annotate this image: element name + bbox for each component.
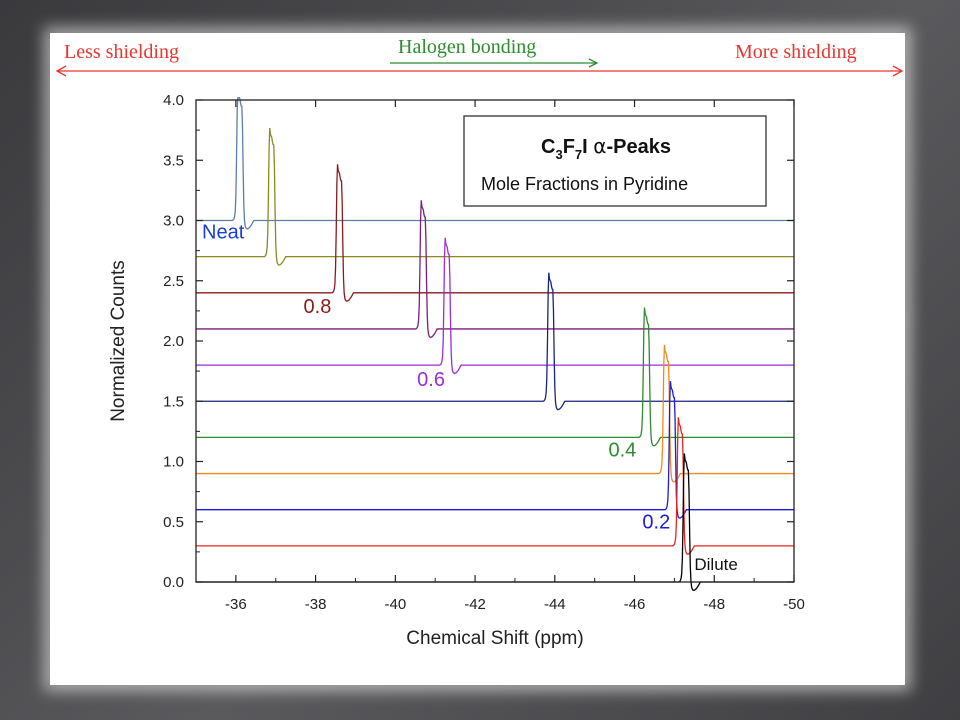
series-line	[196, 200, 794, 338]
series-label: 0.2	[642, 512, 670, 534]
series-label: Neat	[202, 222, 245, 244]
legend-title-part: C	[541, 136, 555, 158]
legend-frame	[463, 115, 767, 207]
series-label: 0.8	[304, 296, 332, 318]
y-tick-label: 3.0	[163, 213, 184, 230]
legend-title-part: 7	[575, 147, 582, 162]
legend-box: C3F7I α-Peaks Mole Fractions in Pyridine	[463, 115, 767, 207]
y-tick-label: 4.0	[163, 92, 184, 109]
series-line	[196, 237, 794, 375]
x-tick-label: -50	[783, 596, 805, 613]
y-tick-label: 0.5	[163, 514, 184, 531]
series-line	[196, 381, 794, 519]
axis-layer: -36 -38 -40 -42 -44 -46 -48 -50 0.0 0.5 1.0 1.5 2.0 2…	[163, 92, 805, 613]
less-shielding-label: Less shielding	[64, 41, 179, 63]
y-tick-label: 1.0	[163, 454, 184, 471]
series-line	[196, 164, 794, 302]
series-line	[196, 128, 794, 266]
series-line	[196, 307, 794, 447]
series-label: 0.6	[417, 369, 445, 391]
legend-title-part: I	[582, 136, 593, 158]
x-tick-label: -44	[544, 596, 566, 613]
y-tick-label: 2.5	[163, 273, 184, 290]
halogen-bonding-arrow	[390, 58, 599, 68]
legend-title-part: -Peaks	[606, 136, 671, 158]
x-tick-label: -36	[225, 596, 247, 613]
series-label: 0.4	[608, 439, 636, 461]
series-label: Dilute	[694, 555, 737, 574]
series-label-layer: Neat 0.8 0.6 0.4 0.2 Dilute	[202, 222, 738, 575]
shielding-arrow	[55, 65, 904, 77]
legend-title: C3F7I α-Peaks	[541, 134, 671, 162]
x-axis-label: Chemical Shift (ppm)	[406, 628, 583, 649]
x-tick-label: -48	[703, 596, 725, 613]
series-line	[196, 96, 794, 230]
x-tick-label: -38	[305, 596, 327, 613]
y-tick-label: 0.0	[163, 574, 184, 591]
legend-title-part: 3	[555, 147, 562, 162]
legend-subtitle: Mole Fractions in Pyridine	[481, 174, 688, 194]
halogen-bonding-label: Halogen bonding	[398, 36, 537, 58]
series-line	[196, 344, 794, 483]
y-tick-label: 1.5	[163, 393, 184, 410]
x-tick-label: -42	[464, 596, 486, 613]
series-line	[196, 272, 794, 411]
legend-title-part: F	[563, 136, 575, 158]
y-axis-label: Normalized Counts	[108, 260, 129, 422]
more-shielding-label: More shielding	[735, 41, 857, 63]
series-line	[196, 417, 794, 555]
x-tick-label: -40	[384, 596, 406, 613]
y-tick-label: 2.0	[163, 333, 184, 350]
y-tick-label: 3.5	[163, 152, 184, 169]
legend-title-part: α	[593, 134, 606, 158]
x-tick-label: -46	[624, 596, 646, 613]
